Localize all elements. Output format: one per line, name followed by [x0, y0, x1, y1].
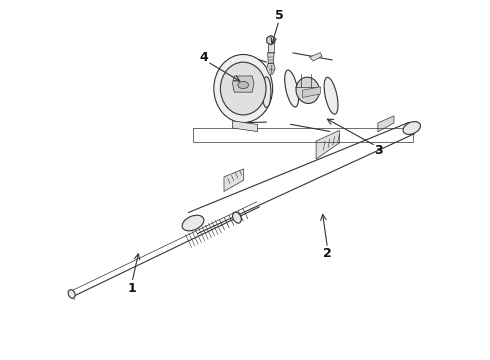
Ellipse shape [233, 212, 241, 223]
Polygon shape [232, 76, 254, 92]
Polygon shape [378, 116, 394, 132]
Ellipse shape [220, 62, 266, 115]
Polygon shape [268, 40, 274, 53]
Ellipse shape [214, 54, 272, 123]
Ellipse shape [68, 290, 75, 298]
Ellipse shape [238, 81, 248, 89]
Text: 4: 4 [199, 51, 208, 64]
Ellipse shape [403, 122, 420, 134]
Polygon shape [316, 130, 340, 159]
Ellipse shape [182, 215, 204, 231]
Polygon shape [302, 87, 320, 98]
Text: 1: 1 [128, 282, 136, 295]
Polygon shape [267, 63, 275, 74]
Text: 5: 5 [275, 9, 283, 22]
Polygon shape [310, 53, 322, 61]
Polygon shape [232, 121, 258, 132]
Text: 2: 2 [323, 247, 332, 260]
Ellipse shape [324, 77, 338, 114]
Text: 3: 3 [374, 144, 383, 157]
Ellipse shape [262, 77, 271, 108]
Polygon shape [224, 169, 244, 192]
Polygon shape [267, 36, 275, 45]
Ellipse shape [285, 70, 298, 107]
Polygon shape [268, 53, 274, 63]
Ellipse shape [296, 77, 319, 103]
